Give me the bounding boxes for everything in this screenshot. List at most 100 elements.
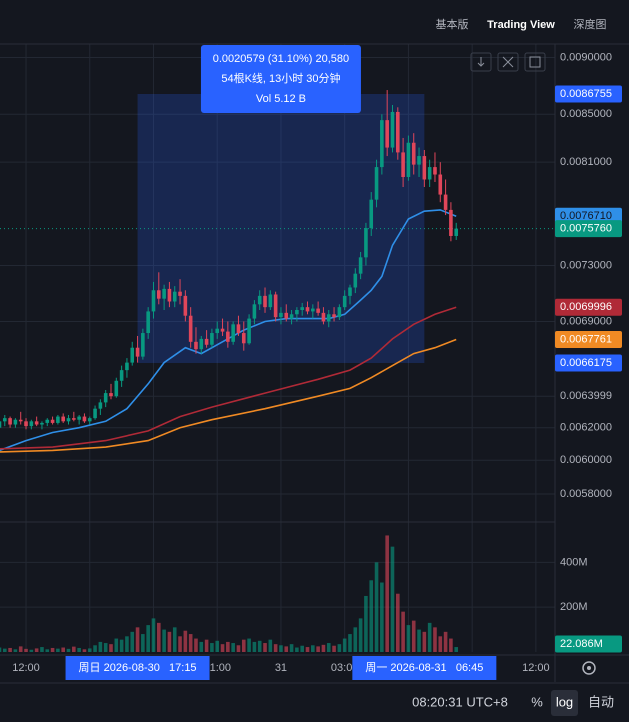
measure-high-label-bg [555, 85, 622, 103]
x-tick-label: 31 [275, 662, 287, 674]
candle-body [358, 257, 363, 274]
candle-body [443, 194, 448, 210]
measure-tooltip-line: 0.0020579 (31.10%) 20,580 [213, 53, 349, 65]
y-tick-label: 0.0058000 [560, 488, 612, 500]
candle-body [284, 312, 289, 319]
y-tick-label: 0.0069000 [560, 315, 612, 327]
volume-bar [13, 649, 18, 652]
candle-body [215, 328, 220, 334]
candle-body [50, 419, 55, 423]
volume-bar [220, 644, 225, 652]
candle-body [220, 328, 225, 332]
candle-body [77, 416, 81, 420]
volume-bar [34, 648, 39, 652]
volume-bar [358, 618, 363, 652]
volume-bar [2, 648, 7, 652]
volume-bar [188, 634, 193, 652]
toolbar-button[interactable] [470, 52, 492, 72]
candle-body [72, 418, 76, 420]
volume-bar [449, 638, 453, 652]
icon-collapse [502, 56, 514, 68]
settings-button[interactable] [582, 661, 596, 675]
volume-bar [87, 648, 92, 652]
candle-body [0, 421, 2, 428]
toolbar-button[interactable] [497, 52, 519, 72]
volume-bar [146, 625, 150, 652]
volume-bar [103, 643, 108, 652]
volume-bar [135, 627, 140, 652]
candle-body [130, 347, 135, 363]
candle-body [2, 418, 7, 422]
candle-body [194, 341, 198, 350]
volume-bar [353, 627, 358, 652]
candle-body [93, 408, 97, 419]
candle-body [188, 315, 193, 342]
candle-body [109, 393, 113, 397]
volume-bar [125, 636, 129, 652]
candle-body [263, 295, 267, 308]
last-price-label: 0.0075760 [560, 223, 612, 235]
ma-end-label-bg [555, 298, 622, 316]
candle-body [433, 167, 437, 175]
candle-body [13, 419, 18, 425]
volume-bar [422, 631, 427, 652]
candle-body [417, 156, 421, 165]
candle-body [401, 152, 405, 177]
tab-depth[interactable]: 深度图 [574, 17, 607, 31]
volume-bar [8, 647, 12, 652]
volume-bar [109, 644, 113, 652]
auto-button[interactable]: 自动 [588, 694, 614, 709]
candle-body [438, 174, 443, 195]
volume-bar [332, 645, 336, 652]
tab-basic[interactable]: 基本版 [436, 17, 469, 31]
candle-body [268, 294, 273, 308]
volume-bar [130, 631, 135, 652]
volume-bar [342, 638, 347, 652]
candle-body [369, 199, 374, 229]
log-button[interactable]: log [556, 694, 573, 709]
candle-body [141, 333, 145, 357]
volume-bar [178, 636, 182, 652]
toolbar [470, 52, 546, 72]
measure-low-label-bg [555, 354, 622, 372]
volume-bar [395, 593, 400, 652]
volume-bar [390, 546, 395, 652]
icon-down [477, 57, 485, 67]
volume-bar [284, 646, 289, 652]
volume-bar [263, 643, 267, 652]
tab-tradingview[interactable]: Trading View [487, 19, 555, 31]
candle-body [125, 362, 129, 371]
volume-bar [167, 631, 172, 652]
volume-bar [210, 643, 214, 652]
candle-body [172, 291, 177, 302]
candle-body [411, 142, 416, 165]
volume-bar [151, 618, 156, 652]
candle-body [337, 307, 342, 318]
candle-body [364, 228, 368, 258]
candle-body [257, 295, 262, 305]
candle-body [156, 290, 161, 299]
volume-bar [199, 641, 204, 652]
volume-bar [194, 638, 198, 652]
candle-body [236, 324, 241, 334]
candle-body [342, 295, 347, 308]
volume-bar [385, 535, 389, 652]
candle-body [82, 416, 87, 422]
candle-body [40, 422, 44, 425]
candle-body [273, 294, 278, 318]
candle-body [18, 419, 23, 422]
crosshair-time-bg [352, 656, 497, 680]
candle-body [204, 338, 209, 345]
volume-bar [236, 645, 241, 652]
volume-bar [406, 625, 411, 652]
volume-bar [337, 644, 342, 652]
volume-bar [72, 646, 76, 652]
volume-bar [364, 595, 368, 652]
candle-body [326, 314, 331, 322]
x-tick-label: 12:00 [12, 662, 40, 674]
percent-button[interactable]: % [531, 694, 543, 709]
volume-bar [300, 645, 304, 652]
toolbar-button[interactable] [524, 52, 546, 72]
